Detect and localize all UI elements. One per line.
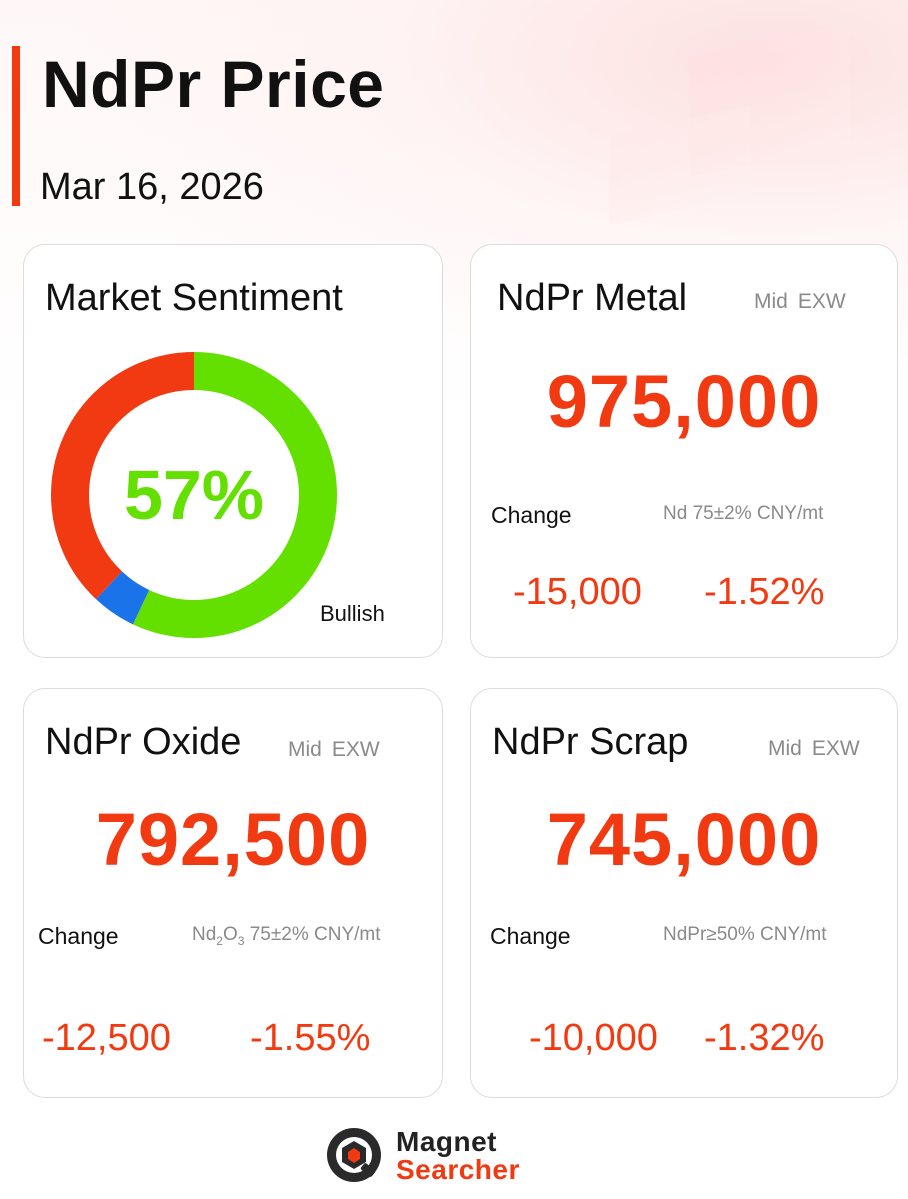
change-absolute: -12,500 <box>42 1017 171 1059</box>
logo-text-searcher: Searcher <box>396 1154 520 1185</box>
change-label: Change <box>490 923 571 949</box>
change-absolute: -10,000 <box>529 1017 658 1059</box>
product-spec: NdPr≥50% CNY/mt <box>663 924 827 945</box>
change-percent: -1.32% <box>704 1017 825 1059</box>
tag-exw: EXW <box>331 738 380 761</box>
change-percent: -1.52% <box>704 571 825 613</box>
price-tags: Mid EXW <box>754 290 846 314</box>
footer-logo: Magnet Searcher <box>0 1120 908 1190</box>
price-value: 792,500 <box>95 798 371 881</box>
change-label: Change <box>38 923 119 949</box>
title-accent-bar <box>12 46 20 206</box>
metal-price-card: NdPr Metal Mid EXW 975,000 Change Nd 75±2… <box>470 244 898 658</box>
change-label: Change <box>491 502 572 528</box>
sentiment-card: Market Sentiment 57% Bullish <box>23 244 443 658</box>
tag-exw: EXW <box>797 290 846 313</box>
card-title: NdPr Scrap <box>492 721 689 763</box>
price-tags: Mid EXW <box>288 738 380 762</box>
bullish-label: Bullish <box>320 601 385 626</box>
page-header: NdPr Price Mar 16, 2026 <box>0 0 908 230</box>
product-spec: Nd 75±2% CNY/mt <box>663 503 824 524</box>
change-absolute: -15,000 <box>513 571 642 613</box>
tag-mid: Mid <box>288 738 322 761</box>
price-value: 745,000 <box>546 798 822 881</box>
card-title: Market Sentiment <box>45 277 343 319</box>
sentiment-percent: 57% <box>123 456 265 534</box>
scrap-price-card: NdPr Scrap Mid EXW 745,000 Change NdPr≥50… <box>470 688 898 1098</box>
sentiment-donut-chart <box>51 352 337 638</box>
price-value: 975,000 <box>546 360 822 443</box>
page-date: Mar 16, 2026 <box>40 166 264 208</box>
card-title: NdPr Oxide <box>45 721 242 763</box>
tag-exw: EXW <box>811 737 860 760</box>
card-title: NdPr Metal <box>497 277 688 319</box>
page-title: NdPr Price <box>42 47 385 121</box>
magnet-searcher-logo-icon <box>327 1128 381 1182</box>
change-percent: -1.55% <box>250 1017 371 1059</box>
donut-slice-2 <box>51 352 337 638</box>
product-spec: Nd2O3 75±2% CNY/mt <box>192 924 381 948</box>
tag-mid: Mid <box>768 737 802 760</box>
logo-text-magnet: Magnet <box>396 1126 497 1157</box>
tag-mid: Mid <box>754 290 788 313</box>
oxide-price-card: NdPr Oxide Mid EXW 792,500 Change Nd2O3 7… <box>23 688 443 1098</box>
price-tags: Mid EXW <box>768 737 860 761</box>
